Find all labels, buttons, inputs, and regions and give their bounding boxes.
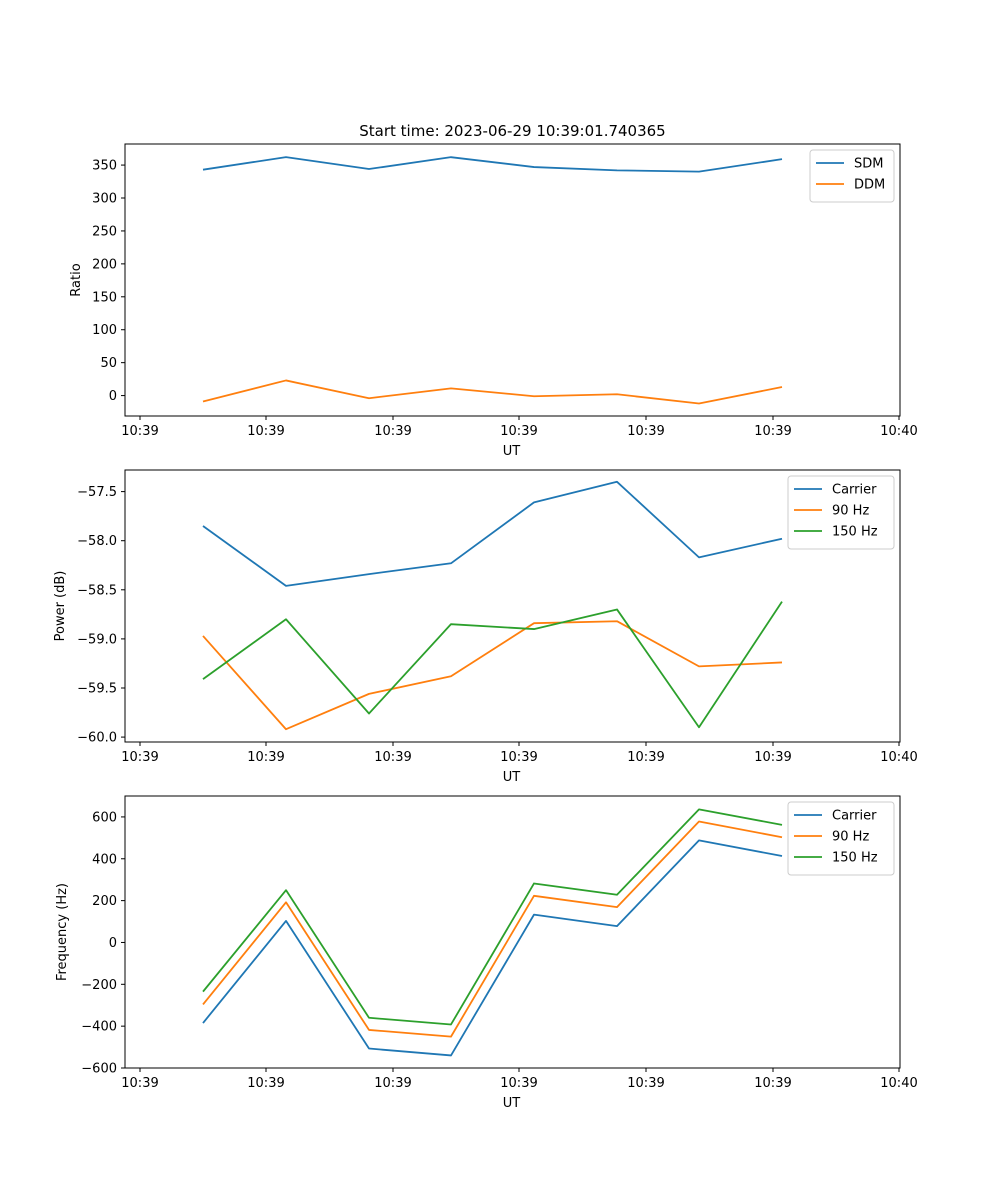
series-line-90-hz (202, 820, 783, 1038)
y-tick-label: 50 (100, 356, 117, 371)
series-line-90-hz (202, 620, 783, 731)
x-tick-label: 10:39 (374, 424, 411, 439)
x-tick-label: 10:39 (121, 1076, 158, 1091)
y-tick-label: 0 (109, 936, 117, 951)
y-tick-label: 100 (92, 323, 117, 338)
x-tick-label: 10:40 (880, 750, 917, 765)
y-tick-label: 250 (92, 224, 117, 239)
legend-label: 90 Hz (832, 504, 869, 519)
plot-frame (124, 469, 901, 743)
x-axis-label: UT (503, 1096, 521, 1111)
series-line-carrier (202, 839, 783, 1057)
legend-label: 90 Hz (832, 830, 869, 845)
legend-label: 150 Hz (832, 851, 878, 866)
y-tick-label: −400 (81, 1020, 117, 1035)
x-tick-label: 10:39 (627, 750, 664, 765)
x-tick-label: 10:40 (880, 1076, 917, 1091)
series-line-carrier (202, 480, 783, 587)
x-tick-label: 10:39 (247, 424, 284, 439)
y-tick-label: −60.0 (77, 731, 117, 746)
y-tick-label: 300 (92, 192, 117, 207)
legend-label: Carrier (832, 483, 877, 498)
x-tick-label: 10:39 (374, 750, 411, 765)
chart-panel-3: 10:39 10:39 10:39 10:39 10:39 10:39 10:40 UT −60… (55, 795, 918, 1111)
x-tick-label: 10:39 (247, 1076, 284, 1091)
legend-label: 150 Hz (832, 525, 878, 540)
y-tick-label: 200 (92, 257, 117, 272)
x-tick-label: 10:39 (500, 750, 537, 765)
y-axis-label: Ratio (69, 263, 84, 296)
x-tick-label: 10:40 (880, 424, 917, 439)
legend: SDM DDM (809, 149, 895, 203)
legend: Carrier 90 Hz 150 Hz (787, 801, 895, 876)
series-line-sdm (202, 156, 783, 173)
y-tick-label: 350 (92, 159, 117, 174)
legend: Carrier 90 Hz 150 Hz (787, 475, 895, 550)
x-tick-label: 10:39 (500, 1076, 537, 1091)
y-axis-label: Power (dB) (53, 571, 68, 642)
y-axis-label: Frequency (Hz) (55, 883, 70, 981)
x-tick-label: 10:39 (754, 424, 791, 439)
x-tick-label: 10:39 (754, 1076, 791, 1091)
y-tick-label: 400 (92, 852, 117, 867)
x-tick-label: 10:39 (121, 750, 158, 765)
x-axis-label: UT (503, 444, 521, 459)
legend-label: Carrier (832, 809, 877, 824)
chart-panel-2: 10:39 10:39 10:39 10:39 10:39 10:39 10:40 UT −60… (53, 469, 918, 785)
x-tick-label: 10:39 (754, 750, 791, 765)
y-tick-label: 0 (109, 389, 117, 404)
x-tick-label: 10:39 (627, 1076, 664, 1091)
y-tick-label: −59.5 (77, 681, 117, 696)
chart-panel-1: 10:39 10:39 10:39 10:39 10:39 10:39 10:40 UT 0 50… (69, 143, 918, 459)
series-line-150-hz (202, 808, 783, 1026)
y-tick-label: −200 (81, 978, 117, 993)
y-tick-label: −57.5 (77, 485, 117, 500)
legend-label: DDM (854, 178, 885, 193)
y-tick-label: 200 (92, 894, 117, 909)
x-tick-label: 10:39 (121, 424, 158, 439)
y-tick-label: −59.0 (77, 632, 117, 647)
y-tick-label: 600 (92, 810, 117, 825)
series-line-ddm (202, 379, 783, 405)
x-axis-label: UT (503, 770, 521, 785)
legend-label: SDM (854, 157, 883, 172)
y-tick-label: −58.5 (77, 583, 117, 598)
y-tick-label: −600 (81, 1062, 117, 1077)
series-line-150-hz (202, 601, 783, 729)
y-tick-label: 150 (92, 290, 117, 305)
x-tick-label: 10:39 (374, 1076, 411, 1091)
y-tick-label: −58.0 (77, 534, 117, 549)
plot-frame (124, 143, 901, 417)
plot-frame (124, 795, 901, 1069)
x-tick-label: 10:39 (247, 750, 284, 765)
chart-title: Start time: 2023-06-29 10:39:01.740365 (359, 122, 665, 140)
x-tick-label: 10:39 (500, 424, 537, 439)
x-tick-label: 10:39 (627, 424, 664, 439)
